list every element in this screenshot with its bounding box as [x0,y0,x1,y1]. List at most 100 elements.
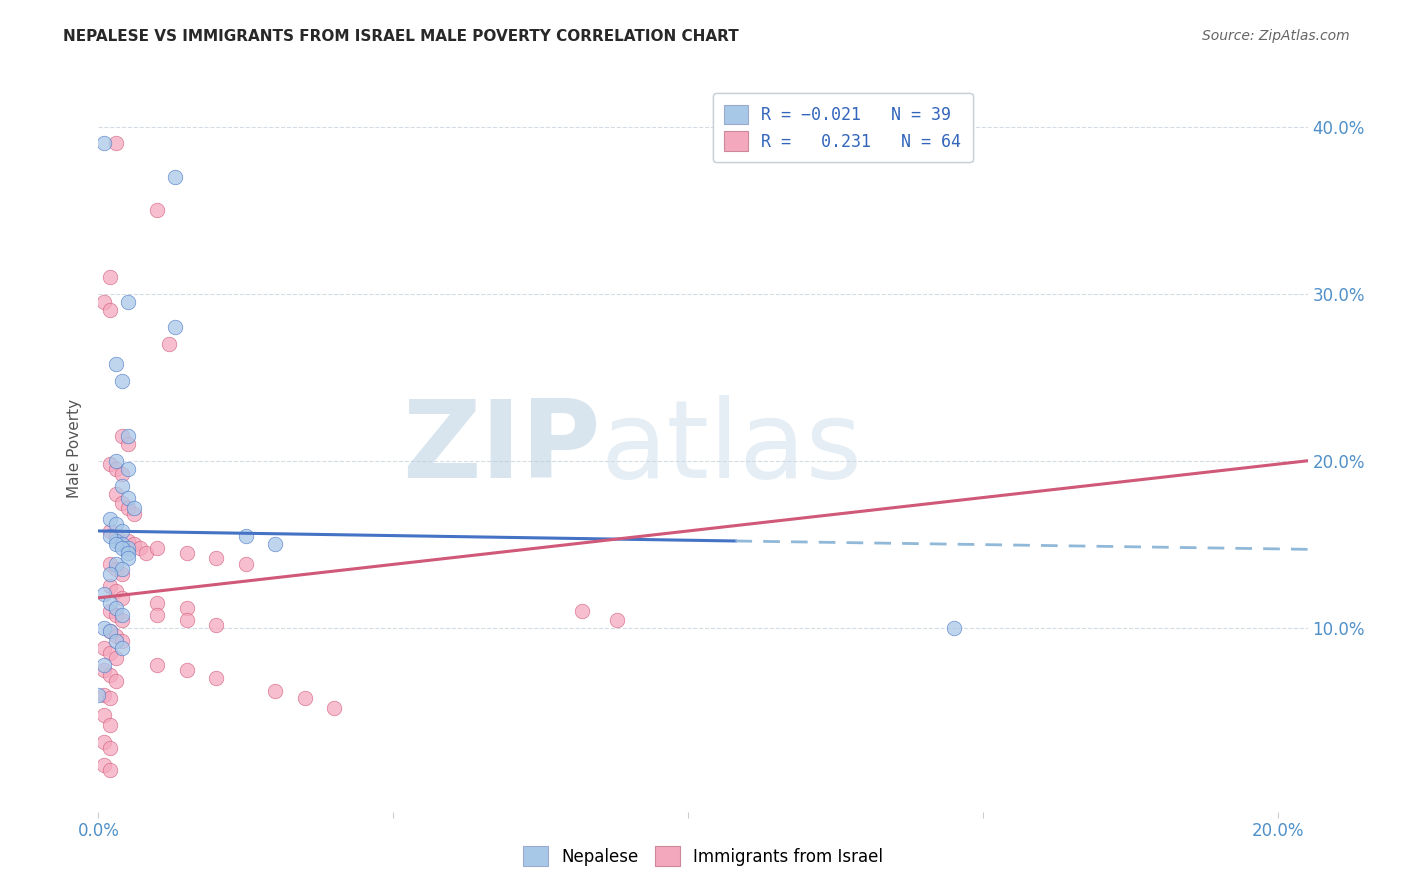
Point [111,495,134,509]
Point [146,657,169,672]
Text: Source: ZipAtlas.com: Source: ZipAtlas.com [1202,29,1350,43]
Point [111,479,134,493]
Point [98,741,121,756]
Point [105,600,128,615]
Point [111,541,134,555]
Point [105,533,128,548]
Point [146,607,169,622]
Point [111,562,134,576]
Point [146,541,169,555]
Point [264,684,287,698]
Text: NEPALESE VS IMMIGRANTS FROM ISRAEL MALE POVERTY CORRELATION CHART: NEPALESE VS IMMIGRANTS FROM ISRAEL MALE … [63,29,740,44]
Point [117,295,139,310]
Point [105,584,128,599]
Point [105,529,128,543]
Point [98,579,121,593]
Point [942,621,965,635]
Point [117,533,139,548]
Point [98,624,121,639]
Point [105,674,128,689]
Point [93,663,115,677]
Point [205,550,228,565]
Point [235,529,257,543]
Point [111,607,134,622]
Point [111,524,134,538]
Point [157,336,180,351]
Point [111,467,134,482]
Point [105,517,128,532]
Point [98,457,121,471]
Point [105,136,128,151]
Point [105,634,128,648]
Point [93,707,115,722]
Point [87,688,110,702]
Point [117,541,139,555]
Point [93,640,115,655]
Point [205,671,228,685]
Point [117,428,139,442]
Point [176,663,198,677]
Point [105,487,128,501]
Point [93,688,115,702]
Point [111,537,134,551]
Point [93,657,115,672]
Y-axis label: Male Poverty: Male Poverty [67,399,83,498]
Point [93,295,115,310]
Point [146,596,169,610]
Point [111,591,134,605]
Point [176,600,198,615]
Point [117,550,139,565]
Point [105,607,128,622]
Point [98,512,121,526]
Point [93,734,115,748]
Text: ZIP: ZIP [402,395,600,501]
Point [122,508,145,522]
Point [122,500,145,515]
Point [98,303,121,318]
Point [105,537,128,551]
Point [122,537,145,551]
Point [571,604,593,618]
Point [98,524,121,538]
Point [98,763,121,777]
Point [294,691,316,706]
Point [264,537,287,551]
Point [606,613,628,627]
Point [128,541,150,555]
Point [93,621,115,635]
Point [105,629,128,643]
Point [98,624,121,639]
Point [117,437,139,451]
Point [323,701,346,715]
Point [98,667,121,681]
Legend: R = −0.021   N = 39, R =   0.231   N = 64: R = −0.021 N = 39, R = 0.231 N = 64 [713,93,973,162]
Point [117,462,139,476]
Point [165,169,187,184]
Point [98,718,121,732]
Point [105,357,128,371]
Point [98,558,121,572]
Point [176,613,198,627]
Text: atlas: atlas [600,395,862,501]
Point [98,691,121,706]
Point [111,374,134,388]
Point [176,546,198,560]
Point [105,558,128,572]
Point [98,596,121,610]
Point [117,500,139,515]
Point [165,320,187,334]
Point [135,546,157,560]
Point [98,567,121,582]
Point [105,462,128,476]
Point [111,428,134,442]
Point [98,269,121,284]
Point [205,617,228,632]
Point [93,758,115,772]
Point [98,646,121,660]
Point [93,136,115,151]
Point [117,491,139,505]
Point [146,203,169,218]
Point [235,558,257,572]
Point [111,634,134,648]
Point [111,613,134,627]
